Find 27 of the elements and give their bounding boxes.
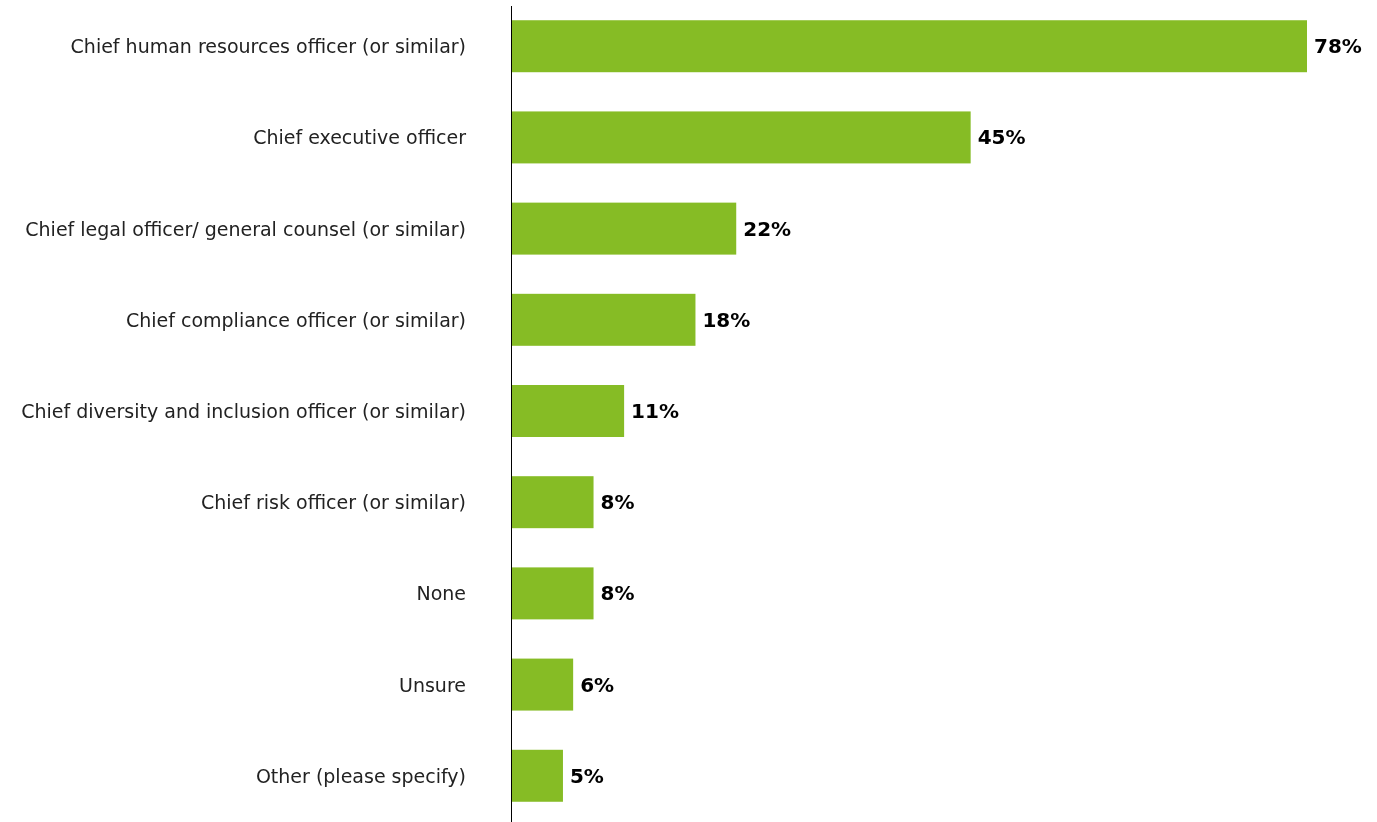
- bar: [512, 385, 625, 437]
- y-tick-label: Chief risk officer (or similar): [200, 491, 466, 514]
- y-tick-label: None: [416, 582, 466, 605]
- data-label: 45%: [977, 125, 1026, 150]
- y-tick-label: Chief executive officer: [253, 126, 467, 149]
- bar: [512, 202, 737, 255]
- data-label: 8%: [600, 490, 635, 515]
- data-label: 6%: [580, 672, 615, 697]
- y-tick-label: Other (please specify): [255, 764, 466, 787]
- y-tick-label: Chief legal officer/ general counsel (or similar): [25, 217, 466, 240]
- bar: [512, 749, 563, 802]
- data-label: 8%: [600, 581, 635, 606]
- bar: [512, 567, 594, 620]
- bar: [512, 476, 594, 529]
- data-label: 22%: [743, 216, 792, 241]
- y-tick-label: Chief compliance officer (or similar): [125, 308, 466, 331]
- data-label: 11%: [631, 399, 679, 423]
- bar: [512, 20, 1307, 73]
- y-tick-label: Chief diversity and inclusion officer (or similar): [21, 400, 466, 422]
- y-tick-label: Unsure: [399, 673, 466, 696]
- data-label: 5%: [569, 763, 604, 788]
- data-label: 78%: [1314, 34, 1362, 59]
- y-tick-label: Chief human resources officer (or similar): [70, 35, 466, 58]
- bar: [512, 658, 574, 711]
- bar: [512, 111, 971, 164]
- bar: [512, 293, 696, 346]
- data-label: 18%: [702, 307, 751, 332]
